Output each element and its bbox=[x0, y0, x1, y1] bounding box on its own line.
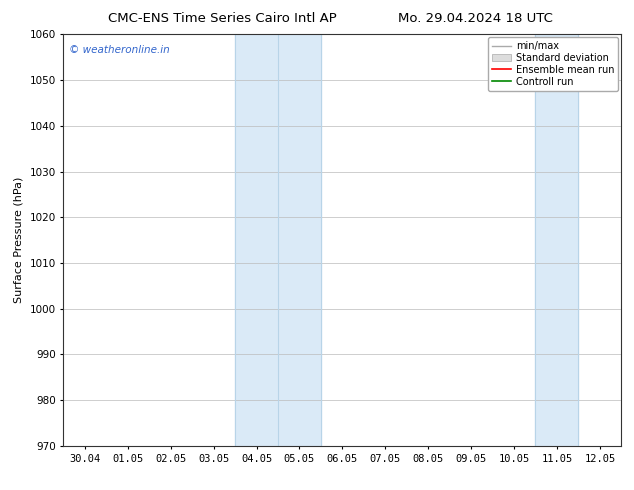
Text: Mo. 29.04.2024 18 UTC: Mo. 29.04.2024 18 UTC bbox=[398, 12, 553, 25]
Y-axis label: Surface Pressure (hPa): Surface Pressure (hPa) bbox=[14, 177, 24, 303]
Text: CMC-ENS Time Series Cairo Intl AP: CMC-ENS Time Series Cairo Intl AP bbox=[108, 12, 336, 25]
Bar bbox=[235, 34, 321, 446]
Legend: min/max, Standard deviation, Ensemble mean run, Controll run: min/max, Standard deviation, Ensemble me… bbox=[488, 37, 618, 91]
Bar bbox=[536, 34, 578, 446]
Text: © weatheronline.in: © weatheronline.in bbox=[69, 45, 170, 54]
